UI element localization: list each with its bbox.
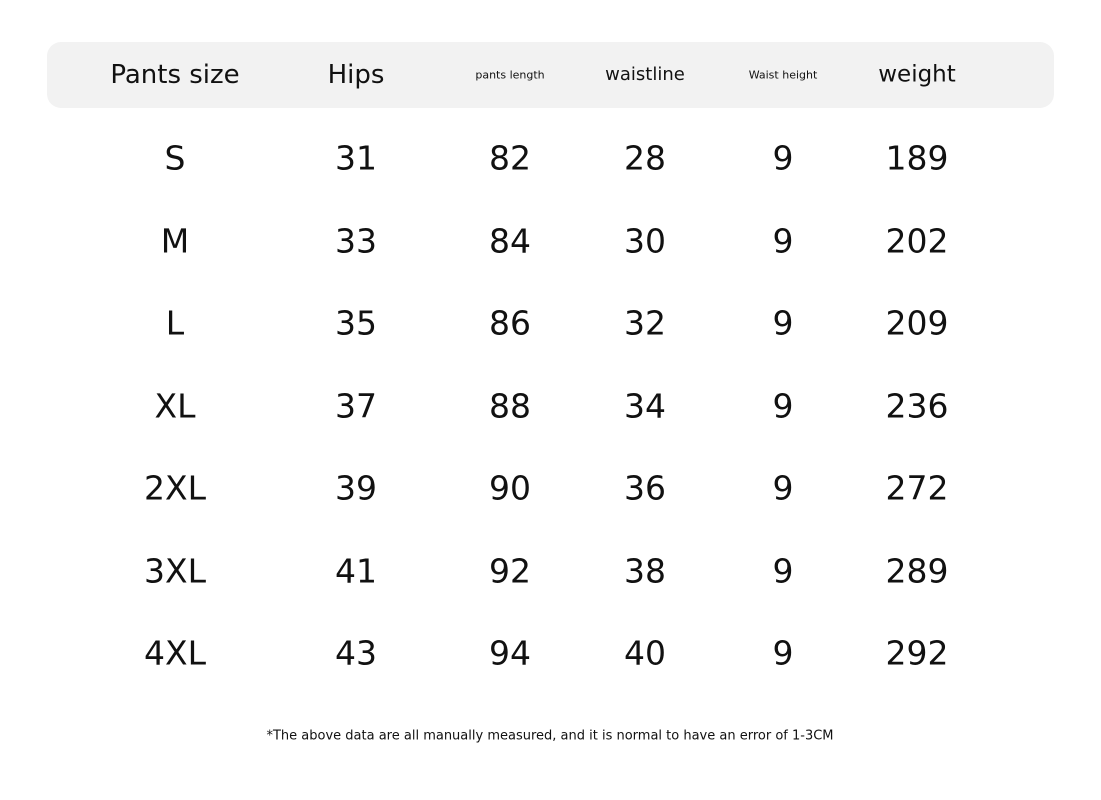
table-cell: 94 <box>489 633 531 673</box>
column-header: waistline <box>605 64 685 85</box>
table-cell: L <box>165 303 185 343</box>
table-cell: 40 <box>624 633 666 673</box>
table-cell: 37 <box>335 386 377 425</box>
table-cell: 38 <box>624 551 666 590</box>
table-cell: 236 <box>885 386 949 425</box>
column-header: Waist height <box>748 68 818 82</box>
table-cell: 88 <box>489 386 531 425</box>
table-cell: 82 <box>489 138 531 178</box>
table-cell: 2XL <box>144 468 206 508</box>
table-cell: 43 <box>335 633 377 673</box>
table-cell: 41 <box>335 551 377 590</box>
table-cell: 4XL <box>144 633 206 673</box>
header-band <box>47 42 1054 108</box>
table-cell: 292 <box>885 633 949 673</box>
table-cell: 31 <box>335 138 377 178</box>
table-cell: 202 <box>885 221 949 260</box>
table-cell: 9 <box>772 386 794 425</box>
column-header: weight <box>878 61 956 88</box>
table-cell: 28 <box>624 138 666 178</box>
table-cell: S <box>164 138 186 178</box>
table-cell: 9 <box>772 468 794 508</box>
column-header: pants length <box>475 68 545 82</box>
table-cell: 90 <box>489 468 531 508</box>
table-cell: 86 <box>489 303 531 343</box>
table-cell: 92 <box>489 551 531 590</box>
table-cell: 33 <box>335 221 377 260</box>
table-cell: 30 <box>624 221 666 260</box>
table-cell: 272 <box>885 468 949 508</box>
table-cell: 9 <box>772 303 794 343</box>
table-cell: 3XL <box>144 551 206 590</box>
table-cell: 9 <box>772 551 794 590</box>
table-cell: 34 <box>624 386 666 425</box>
table-cell: 32 <box>624 303 666 343</box>
table-cell: 39 <box>335 468 377 508</box>
table-cell: XL <box>154 386 196 425</box>
table-cell: 35 <box>335 303 377 343</box>
table-cell: 9 <box>772 138 794 178</box>
column-header: Hips <box>327 60 385 90</box>
table-cell: 289 <box>885 551 949 590</box>
table-cell: 209 <box>885 303 949 343</box>
table-cell: M <box>160 221 190 260</box>
table-cell: 84 <box>489 221 531 260</box>
table-cell: 9 <box>772 633 794 673</box>
table-cell: 9 <box>772 221 794 260</box>
footnote: *The above data are all manually measure… <box>266 728 834 744</box>
column-header: Pants size <box>110 60 240 90</box>
table-cell: 189 <box>885 138 949 178</box>
table-cell: 36 <box>624 468 666 508</box>
